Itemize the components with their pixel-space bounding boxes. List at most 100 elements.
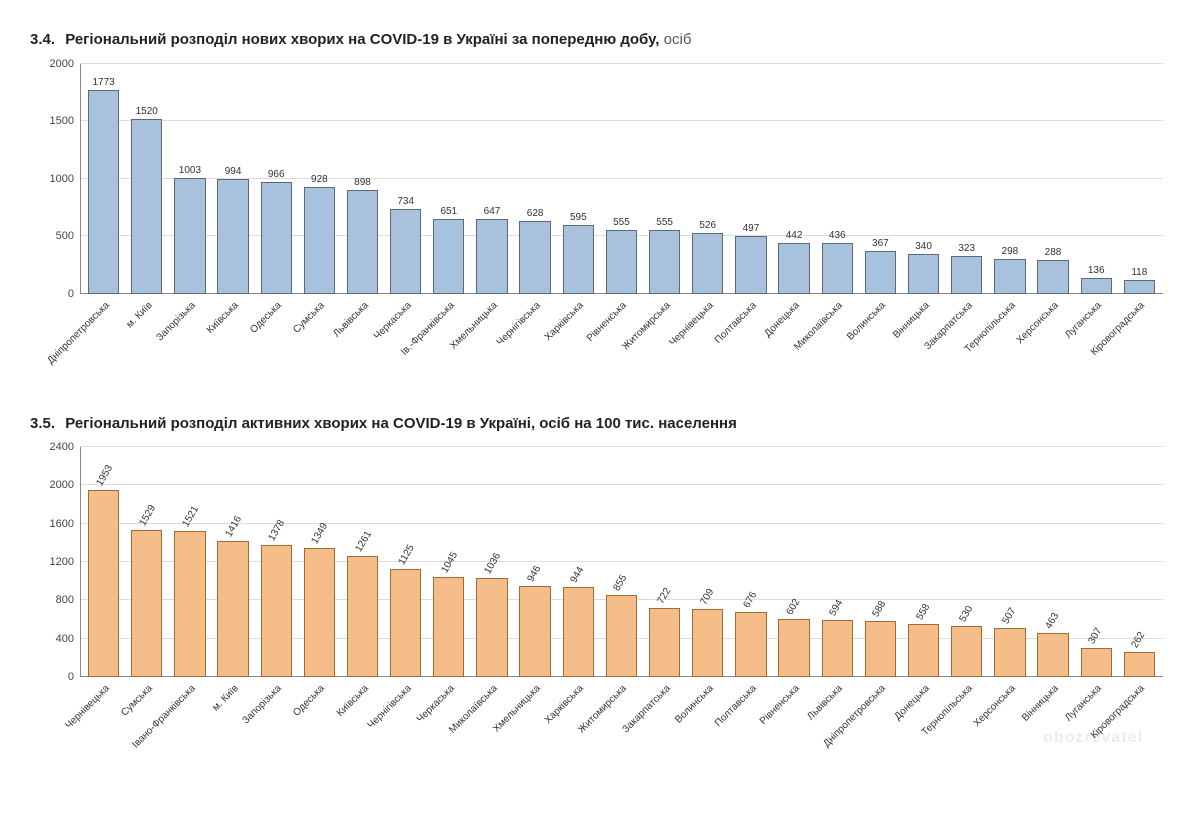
chart-2-y-axis: 04008001200160020002400 xyxy=(30,447,80,677)
x-tick-label: Дніпропетровська xyxy=(45,300,111,366)
bar-value-label: 602 xyxy=(785,597,803,617)
bar-value-label: 1378 xyxy=(267,518,288,543)
x-tick-label: Сумська xyxy=(119,683,155,719)
bar-column: 558 xyxy=(904,624,943,677)
bar-value-label: 442 xyxy=(786,230,803,241)
bar xyxy=(908,624,939,677)
bar-column: 1125 xyxy=(386,569,425,677)
bar-value-label: 594 xyxy=(828,598,846,618)
chart-2-bars: 1953152915211416137813491261112510451036… xyxy=(80,447,1163,677)
section-unit-1: осіб xyxy=(664,31,692,48)
bar xyxy=(174,178,205,293)
bar-column: 594 xyxy=(818,620,857,677)
bar xyxy=(304,548,335,677)
bar-column: 734 xyxy=(386,209,425,293)
bar-column: 1378 xyxy=(257,545,296,677)
x-label-column: Волинська xyxy=(861,294,900,384)
bar-value-label: 1529 xyxy=(137,504,158,529)
bar-column: 555 xyxy=(645,230,684,294)
bar xyxy=(692,609,723,677)
bar-value-label: 288 xyxy=(1045,247,1062,258)
bar xyxy=(519,586,550,677)
bar xyxy=(476,219,507,293)
section-heading-1: Регіональний розподіл нових хворих на CO… xyxy=(65,31,659,48)
bar-column: 1416 xyxy=(213,541,252,677)
x-label-column: Одеська xyxy=(300,677,339,767)
bar xyxy=(174,531,205,677)
bar xyxy=(951,626,982,677)
bar-column: 966 xyxy=(257,182,296,293)
bar xyxy=(822,243,853,293)
bar-column: 262 xyxy=(1120,652,1159,677)
bar-value-label: 558 xyxy=(914,602,932,622)
bar xyxy=(347,190,378,293)
bar-column: 676 xyxy=(731,612,770,677)
bar-column: 944 xyxy=(559,587,598,677)
bar xyxy=(649,608,680,677)
bar-value-label: 323 xyxy=(958,243,975,254)
y-tick-label: 800 xyxy=(56,594,74,606)
bar xyxy=(131,119,162,294)
bar xyxy=(1037,260,1068,293)
bar-column: 526 xyxy=(688,233,727,293)
bar xyxy=(1037,633,1068,677)
bar xyxy=(261,545,292,677)
bar-value-label: 262 xyxy=(1130,630,1148,650)
bar-value-label: 709 xyxy=(698,587,716,607)
bar-value-label: 994 xyxy=(225,166,242,177)
x-tick-label: Чернівецька xyxy=(63,683,111,731)
bar xyxy=(433,219,464,294)
x-label-column: Полтавська xyxy=(731,294,770,384)
x-tick-label: Одеська xyxy=(292,683,328,719)
bar-value-label: 1045 xyxy=(439,550,460,575)
bar-value-label: 507 xyxy=(1000,606,1018,626)
bar xyxy=(951,256,982,293)
bar xyxy=(88,490,119,677)
bar xyxy=(433,577,464,677)
y-tick-label: 0 xyxy=(68,671,74,683)
bar xyxy=(261,182,292,293)
bar-column: 602 xyxy=(775,619,814,677)
bar-column: 628 xyxy=(516,221,555,293)
bar xyxy=(563,587,594,677)
chart-2-x-labels: ЧернівецькаСумськаІвано-Франківськам. Ки… xyxy=(80,677,1163,767)
x-tick-label: Київська xyxy=(205,300,241,336)
bar xyxy=(822,620,853,677)
section-title-2: 3.5. Регіональний розподіл активних хвор… xyxy=(30,414,1163,434)
bar-column: 463 xyxy=(1033,633,1072,677)
bar-value-label: 1125 xyxy=(396,543,416,567)
bar-column: 1003 xyxy=(170,178,209,293)
x-label-column: Івано-Франківська xyxy=(170,677,209,767)
y-tick-label: 500 xyxy=(56,230,74,242)
bar-column: 442 xyxy=(775,243,814,294)
x-tick-label: Київська xyxy=(334,683,370,719)
bar-value-label: 944 xyxy=(569,565,587,585)
chart-1-plot: 0500100015002000 17731520100399496692889… xyxy=(80,64,1163,294)
bar-column: 136 xyxy=(1077,278,1116,294)
bar xyxy=(865,251,896,293)
bar-value-label: 307 xyxy=(1087,626,1105,646)
bar-column: 323 xyxy=(947,256,986,293)
x-label-column: Дніпропетровська xyxy=(84,294,123,384)
bar xyxy=(131,530,162,677)
bar-column: 588 xyxy=(861,621,900,677)
bar-column: 1953 xyxy=(84,490,123,677)
bar-column: 1529 xyxy=(127,530,166,677)
bar xyxy=(217,179,248,293)
chart-1-bars: 1773152010039949669288987346516476285955… xyxy=(80,64,1163,294)
bar-value-label: 340 xyxy=(915,241,932,252)
bar-value-label: 966 xyxy=(268,169,285,180)
x-label-column: Чернівецька xyxy=(84,677,123,767)
section-number-1: 3.4. xyxy=(30,31,55,48)
bar xyxy=(994,259,1025,293)
bar-value-label: 722 xyxy=(655,586,673,606)
bar-column: 994 xyxy=(213,179,252,293)
x-label-column: Кіровоградська xyxy=(1120,677,1159,767)
bar-value-label: 463 xyxy=(1043,611,1061,631)
y-tick-label: 2000 xyxy=(50,58,74,70)
x-tick-label: Сумська xyxy=(292,300,328,336)
bar-value-label: 526 xyxy=(699,220,716,231)
bar xyxy=(476,578,507,677)
bar xyxy=(1081,648,1112,677)
bar xyxy=(649,230,680,294)
